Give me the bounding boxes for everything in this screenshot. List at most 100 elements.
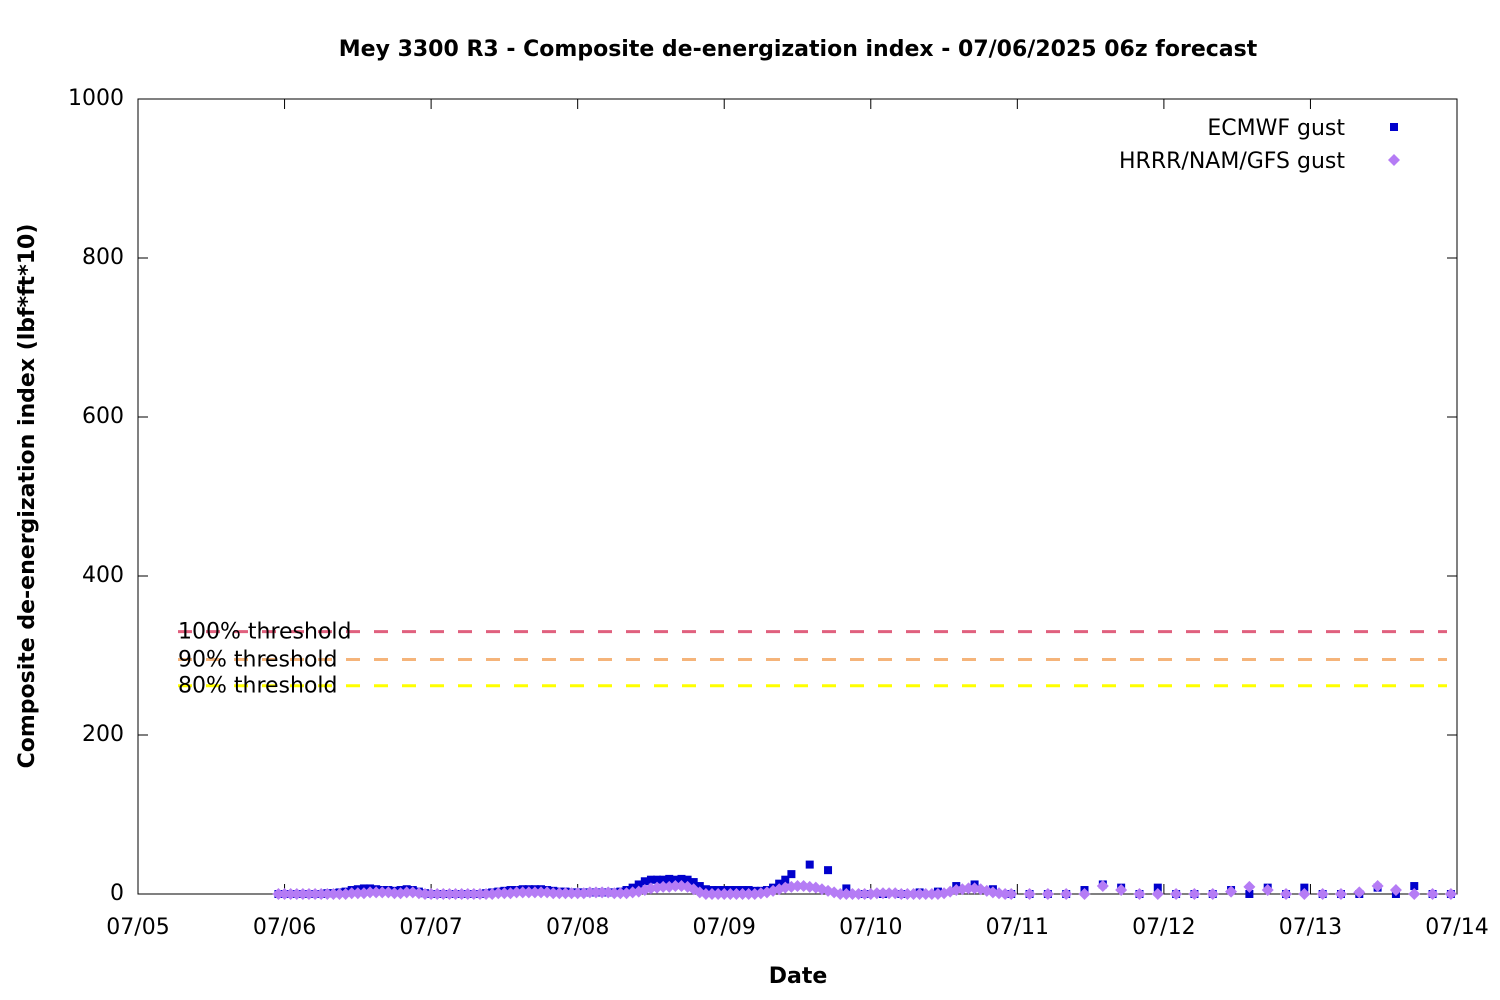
y-tick-label: 0 xyxy=(110,881,124,906)
x-tick-label: 07/11 xyxy=(986,915,1049,940)
point xyxy=(1261,884,1274,897)
point xyxy=(455,888,468,900)
point xyxy=(730,888,743,900)
point xyxy=(461,888,474,900)
point xyxy=(742,888,755,900)
point xyxy=(1206,888,1219,900)
point xyxy=(787,870,796,879)
point xyxy=(296,888,309,900)
point xyxy=(327,888,340,900)
point xyxy=(345,887,358,900)
point xyxy=(1188,888,1201,900)
point xyxy=(1390,123,1398,131)
point xyxy=(278,888,291,900)
point xyxy=(834,888,847,900)
point xyxy=(683,875,692,884)
point xyxy=(907,888,920,900)
point xyxy=(565,887,578,900)
point xyxy=(791,880,804,893)
point xyxy=(1225,885,1238,898)
point xyxy=(665,874,674,883)
point xyxy=(614,887,627,900)
point xyxy=(1133,888,1146,900)
point xyxy=(571,887,584,900)
point xyxy=(724,888,737,900)
point xyxy=(669,880,682,893)
point xyxy=(596,886,609,899)
point xyxy=(677,874,686,883)
point xyxy=(1170,888,1183,900)
point xyxy=(712,888,725,900)
point xyxy=(883,887,896,900)
x-axis-label: Date xyxy=(769,964,828,989)
point xyxy=(302,888,315,900)
point xyxy=(589,886,602,899)
point xyxy=(706,888,719,900)
point xyxy=(657,880,670,893)
point xyxy=(1408,888,1421,900)
x-tick-label: 07/14 xyxy=(1425,915,1488,940)
point xyxy=(370,886,383,899)
point xyxy=(553,887,566,900)
point xyxy=(1245,890,1254,898)
point xyxy=(315,888,328,900)
point xyxy=(919,888,932,900)
point xyxy=(1316,888,1329,900)
point xyxy=(852,888,865,900)
point xyxy=(528,886,541,899)
x-tick-label: 07/08 xyxy=(546,915,609,940)
point xyxy=(695,882,704,891)
chart-title: Mey 3300 R3 - Composite de-energization … xyxy=(339,37,1258,62)
point xyxy=(1153,883,1162,892)
point xyxy=(364,886,377,899)
x-tick-label: 07/10 xyxy=(839,915,902,940)
point xyxy=(653,875,662,884)
point xyxy=(1334,888,1347,900)
point xyxy=(999,888,1012,900)
point xyxy=(559,887,572,900)
point xyxy=(1371,880,1384,893)
point xyxy=(284,888,297,900)
point xyxy=(876,887,889,900)
legend-label: ECMWF gust xyxy=(1207,116,1345,141)
point xyxy=(443,888,456,900)
y-axis-label: Composite de-energization index (lbf*ft*… xyxy=(15,224,40,769)
point xyxy=(425,888,438,900)
point xyxy=(913,888,926,900)
point xyxy=(351,887,364,900)
y-tick-label: 800 xyxy=(82,245,124,270)
point xyxy=(634,880,643,889)
point xyxy=(1280,888,1293,900)
point xyxy=(498,887,511,900)
point xyxy=(736,888,749,900)
point xyxy=(1426,888,1439,900)
point xyxy=(516,886,529,899)
point xyxy=(1410,882,1419,891)
point xyxy=(583,886,596,899)
point xyxy=(522,886,535,899)
y-tick-label: 1000 xyxy=(68,86,124,111)
point xyxy=(671,875,680,884)
point xyxy=(870,887,883,900)
point xyxy=(858,888,871,900)
point xyxy=(646,875,655,884)
point xyxy=(1060,888,1073,900)
point xyxy=(1389,884,1402,897)
point xyxy=(449,888,462,900)
x-tick-label: 07/13 xyxy=(1279,915,1342,940)
point xyxy=(1096,880,1109,893)
point xyxy=(388,887,401,900)
point xyxy=(1388,154,1400,166)
point xyxy=(846,888,859,900)
point xyxy=(608,887,621,900)
point xyxy=(480,888,493,900)
x-tick-label: 07/12 xyxy=(1132,915,1195,940)
point xyxy=(437,888,450,900)
point xyxy=(376,886,389,899)
point xyxy=(290,888,303,900)
x-tick-label: 07/09 xyxy=(693,915,756,940)
point xyxy=(1005,888,1018,900)
point xyxy=(699,888,712,900)
point xyxy=(309,888,322,900)
